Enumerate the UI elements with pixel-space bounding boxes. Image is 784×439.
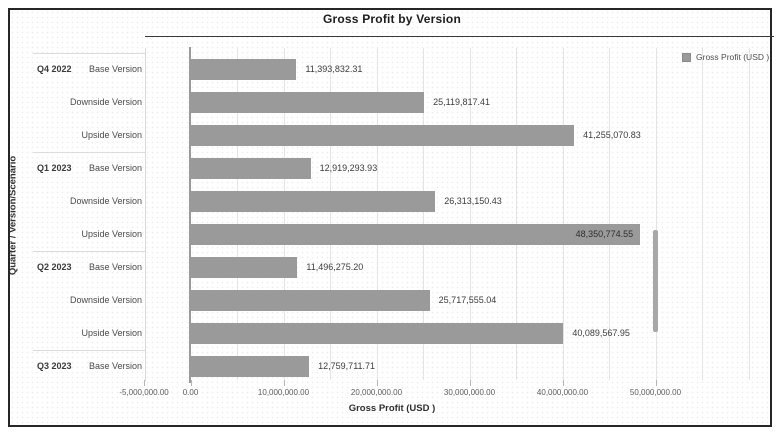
- x-axis-tick: [283, 380, 285, 386]
- bar-value-label: 11,393,832.31: [305, 64, 363, 74]
- legend-swatch-icon: [682, 52, 691, 62]
- bar-value-label: 48,350,774.55: [575, 229, 634, 239]
- group-separator: [33, 349, 145, 351]
- gridline: [237, 48, 238, 380]
- category-label: Base Version: [88, 163, 142, 173]
- category-label: Downside Version: [69, 97, 142, 107]
- x-axis-tick-label: 30,000,000.00: [443, 388, 496, 397]
- group-separator: [33, 250, 145, 252]
- legend-item[interactable]: Gross Profit (USD ): [682, 52, 769, 62]
- x-axis-tick-label: 20,000,000.00: [350, 388, 403, 397]
- category-label: Base Version: [88, 262, 142, 272]
- quarter-group-label: Q4 2022: [37, 64, 72, 74]
- gridline: [562, 48, 564, 380]
- category-label: Upside Version: [81, 130, 142, 140]
- bar-value-label: 11,496,275.20: [306, 262, 364, 272]
- title-divider: [145, 36, 774, 37]
- gridline: [655, 48, 657, 380]
- category-label: Base Version: [88, 64, 142, 74]
- category-label: Downside Version: [69, 295, 142, 305]
- bar[interactable]: [190, 289, 430, 311]
- gridline: [516, 48, 517, 380]
- bar-value-label: 25,119,817.41: [433, 97, 490, 107]
- gridline: [376, 48, 378, 380]
- gridline: [283, 48, 285, 380]
- bar-value-label: 25,717,555.04: [438, 295, 497, 305]
- bar[interactable]: [190, 322, 564, 344]
- bar-value-label: 12,919,293.93: [319, 163, 378, 173]
- bar-value-label: 41,255,070.83: [583, 130, 641, 140]
- bar[interactable]: [190, 256, 298, 278]
- category-label: Base Version: [88, 361, 142, 371]
- bar-value-label: 12,759,711.71: [318, 361, 376, 371]
- x-axis-title: Gross Profit (USD ): [348, 403, 436, 414]
- x-axis-tick-label: 50,000,000.00: [629, 388, 682, 397]
- gridline: [330, 48, 331, 380]
- plot-left-boundary: [145, 48, 146, 381]
- gridline: [702, 48, 703, 380]
- group-separator: [33, 151, 145, 153]
- group-separator: [33, 52, 145, 54]
- x-axis-tick-label: 10,000,000.00: [257, 388, 310, 397]
- bar[interactable]: [190, 91, 425, 113]
- vertical-scrollbar-thumb[interactable]: [653, 230, 658, 332]
- bar[interactable]: [190, 124, 575, 146]
- x-axis-tick: [190, 380, 192, 386]
- category-label: Downside Version: [69, 196, 142, 206]
- bar[interactable]: [190, 223, 641, 245]
- bar[interactable]: [190, 190, 436, 212]
- bar-value-label: 26,313,150.43: [444, 196, 502, 206]
- x-axis-tick: [469, 380, 471, 386]
- bar-value-label: 40,089,567.95: [572, 328, 630, 338]
- chart-frame: [8, 8, 772, 427]
- quarter-group-label: Q1 2023: [37, 163, 72, 173]
- x-axis-tick-label: 40,000,000.00: [536, 388, 589, 397]
- gridline: [609, 48, 610, 380]
- x-axis-tick-label: -5,000,000.00: [119, 388, 169, 397]
- bar[interactable]: [190, 157, 311, 179]
- category-label: Upside Version: [81, 328, 142, 338]
- legend-label: Gross Profit (USD ): [696, 52, 770, 62]
- gridline: [423, 48, 424, 380]
- x-axis-tick: [376, 380, 378, 386]
- quarter-group-label: Q2 2023: [37, 262, 72, 272]
- gridline: [748, 48, 750, 380]
- zero-axis-line: [189, 47, 191, 383]
- chart-title: Gross Profit by Version: [323, 12, 461, 26]
- x-axis-tick-label: 0.00: [182, 388, 199, 397]
- gridline: [469, 48, 471, 380]
- x-axis-tick: [655, 380, 657, 386]
- x-axis-tick: [144, 380, 145, 386]
- category-label: Upside Version: [81, 229, 142, 239]
- x-axis-tick: [562, 380, 564, 386]
- y-axis-title: Quarter / Version/Scenario: [7, 155, 19, 276]
- bar[interactable]: [190, 58, 297, 80]
- bar[interactable]: [190, 355, 310, 377]
- quarter-group-label: Q3 2023: [37, 361, 72, 371]
